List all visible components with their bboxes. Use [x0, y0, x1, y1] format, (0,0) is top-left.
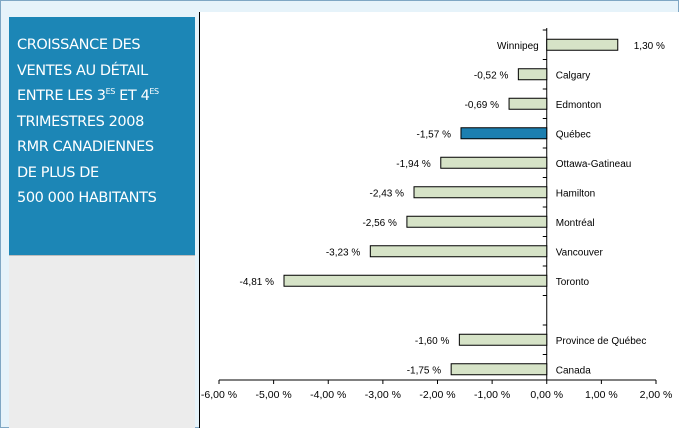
title-line-6: de plus de [17, 164, 99, 181]
bar [460, 127, 548, 140]
value-label: -0,52 % [474, 70, 509, 81]
x-tick-label: -4,00 % [310, 389, 346, 401]
bar [508, 97, 548, 110]
category-label: Ottawa-Gatineau [556, 159, 632, 170]
category-label: Québec [556, 129, 591, 140]
value-label: -4,81 % [240, 277, 275, 288]
side-panel [9, 255, 195, 428]
chart-panel: -6,00 % -5,00 % -4,00 % -3,00 % -2,00 % -1,00… [199, 12, 679, 428]
bar [413, 186, 548, 199]
category-label: Province de Québec [556, 336, 647, 347]
title-line-7: 500 000 habitants [17, 190, 157, 206]
bar-chart: -6,00 % -5,00 % -4,00 % -3,00 % -2,00 % -1,00… [201, 28, 673, 401]
value-label: 1,30 % [634, 41, 665, 52]
bar [406, 215, 548, 228]
category-label: Montréal [556, 218, 595, 229]
category-label: Hamilton [556, 188, 595, 199]
x-tick-label: -5,00 % [256, 389, 292, 401]
x-tick-label: -6,00 % [201, 389, 237, 401]
x-tick-label: 0,00 % [530, 389, 563, 401]
x-tick-label: -3,00 % [365, 389, 401, 401]
x-tick-label: 2,00 % [640, 389, 673, 401]
value-label: -1,57 % [417, 129, 452, 140]
category-label: Calgary [556, 70, 590, 81]
title-line-3b: et 4 [114, 88, 150, 104]
bar [440, 156, 548, 169]
title-line-5: RMR canadiennes [17, 139, 154, 155]
x-tick-label: 1,00 % [585, 389, 618, 401]
value-label: -2,56 % [362, 218, 397, 229]
category-label: Vancouver [556, 247, 604, 258]
bar [450, 363, 548, 376]
title-line-1: Croissance des [17, 37, 141, 53]
title-sup-1: es [105, 87, 116, 96]
value-label: -1,94 % [396, 159, 431, 170]
x-tick-label: -1,00 % [474, 389, 510, 401]
value-label: -2,43 % [370, 188, 405, 199]
category-label: Canada [556, 365, 591, 376]
title-line-3a: entre les 3 [17, 88, 106, 104]
x-tick-label: -2,00 % [419, 389, 455, 401]
category-label: Winnipeg [497, 41, 539, 52]
title-line-4: trimestres 2008 [17, 113, 144, 130]
title-panel: Croissance des ventes au détail entre le… [9, 17, 195, 255]
value-label: -1,75 % [407, 365, 442, 376]
value-label: -3,23 % [326, 247, 361, 258]
side-panel-divider [9, 255, 195, 256]
bar [546, 38, 619, 51]
title-line-2: ventes au détail [17, 62, 148, 79]
value-label: -0,69 % [465, 100, 500, 111]
bar [517, 68, 548, 81]
bar [458, 333, 548, 346]
category-label: Edmonton [556, 100, 602, 111]
bar [283, 274, 548, 287]
chart-title: Croissance des ventes au détail entre le… [17, 33, 193, 212]
category-label: Toronto [556, 277, 590, 288]
title-sup-2: es [149, 87, 159, 96]
value-label: -1,60 % [415, 336, 450, 347]
bar [369, 245, 548, 258]
